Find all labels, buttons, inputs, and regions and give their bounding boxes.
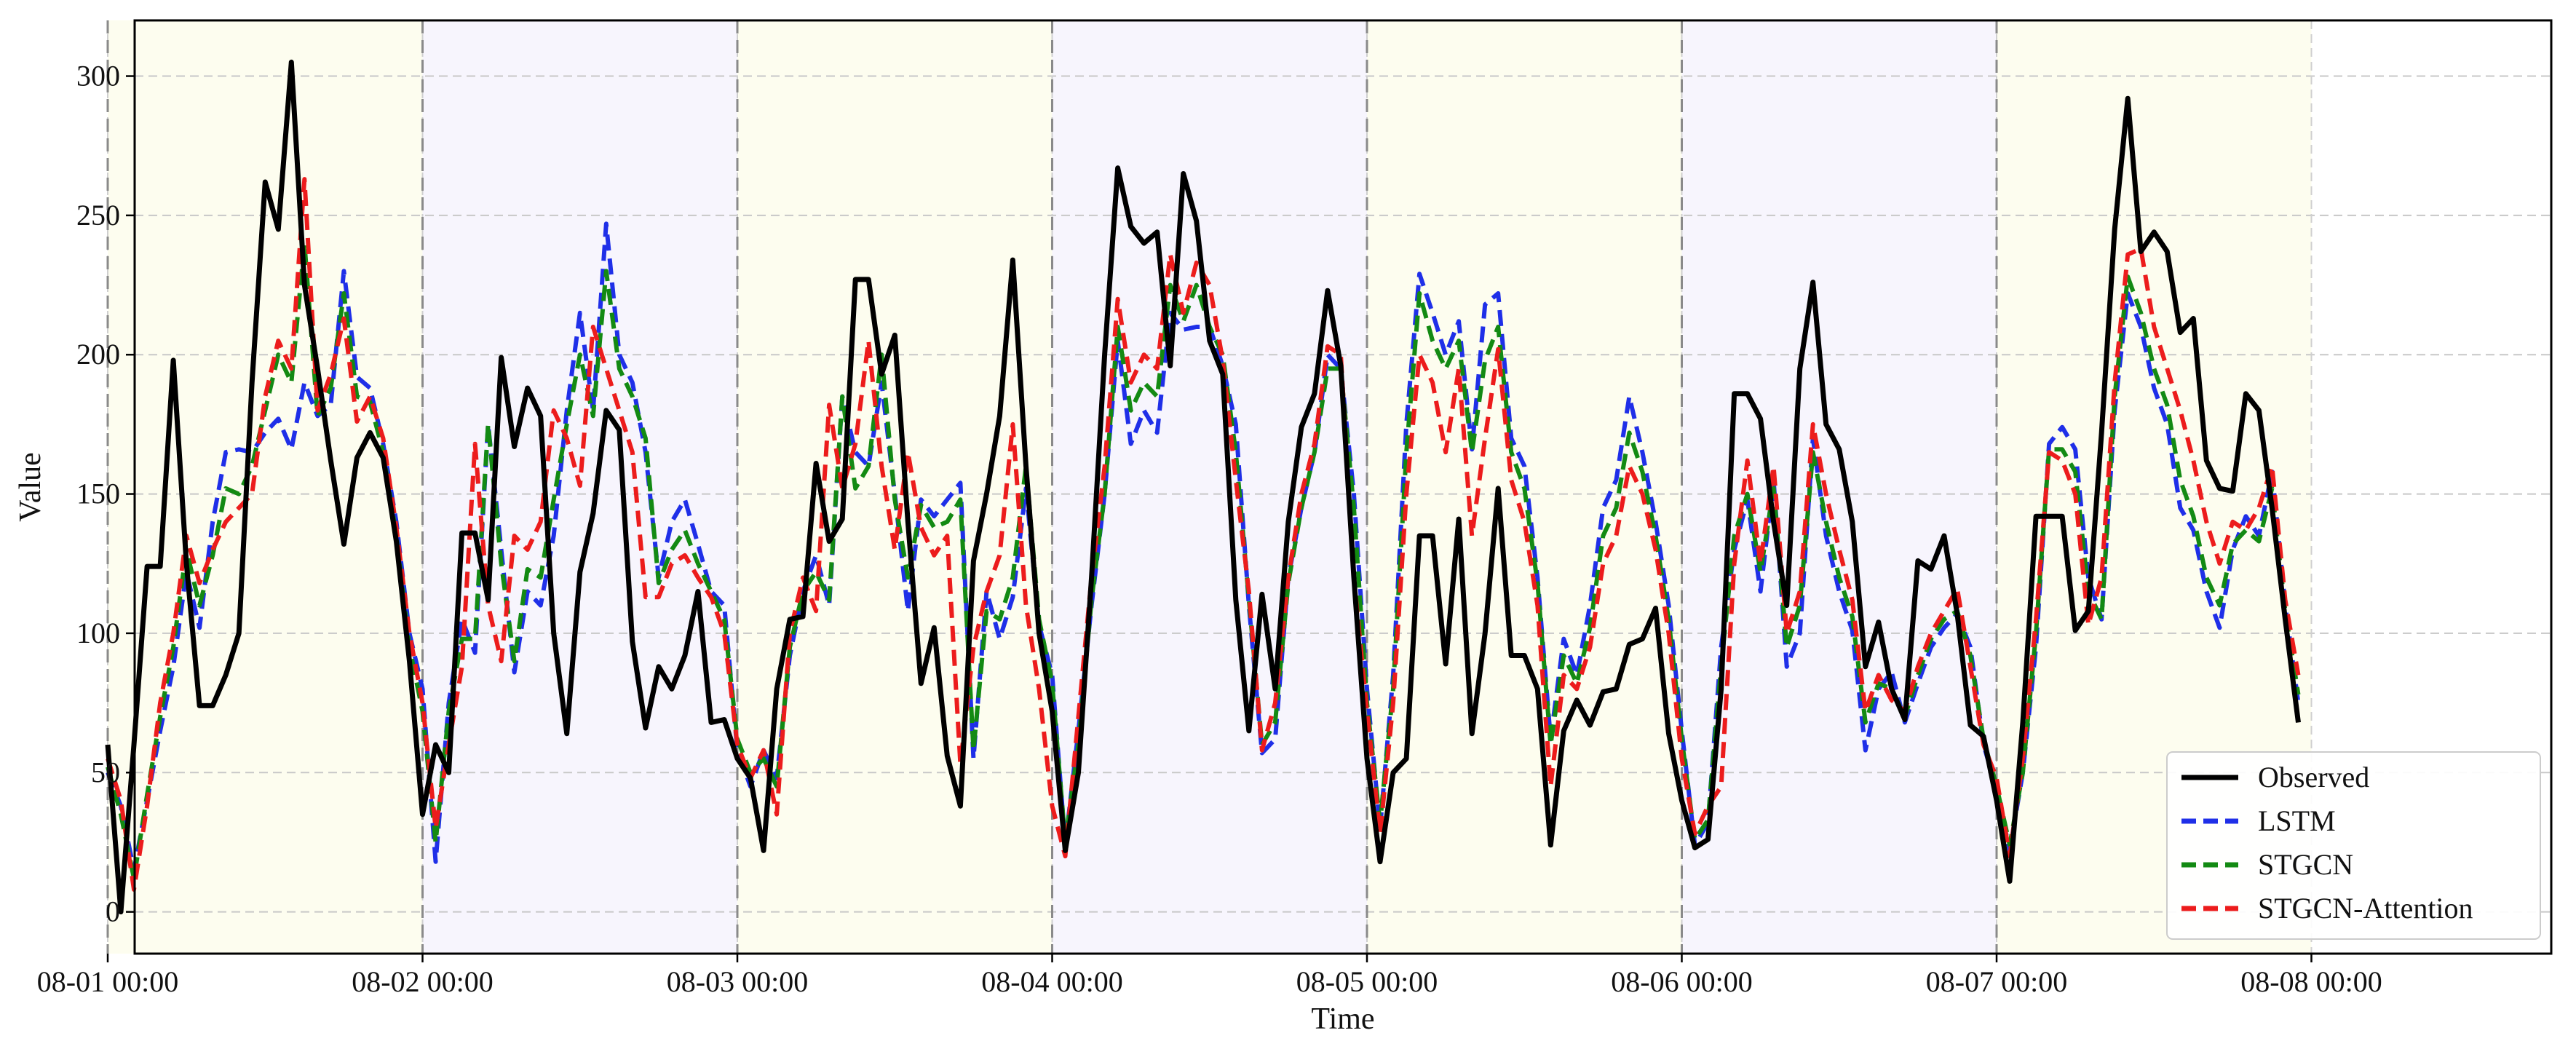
series-line-observed	[105, 59, 2301, 915]
x-tick-label: 08-06 00:00	[1611, 965, 1752, 998]
legend-label: STGCN-Attention	[2258, 892, 2473, 925]
day-band-1	[108, 20, 423, 954]
day-band-6	[1681, 20, 1997, 954]
x-tick-label: 08-01 00:00	[37, 965, 178, 998]
y-axis-ticks: 0 50 100 150 200 250 300	[76, 60, 135, 928]
legend-label: Observed	[2258, 761, 2369, 793]
y-tick-label: 300	[76, 60, 120, 92]
series-lines	[105, 59, 2301, 915]
plot-frame	[133, 19, 2553, 955]
legend-label: STGCN	[2258, 848, 2353, 881]
x-axis-title: Time	[1311, 1002, 1374, 1036]
y-axis-title: Value	[14, 452, 47, 522]
day-band-3	[737, 20, 1053, 954]
series-line-stgcn	[106, 241, 2301, 881]
x-tick-label: 08-03 00:00	[667, 965, 808, 998]
x-tick-label: 08-02 00:00	[352, 965, 493, 998]
y-tick-label: 100	[76, 617, 120, 649]
y-tick-label: 200	[76, 338, 120, 371]
x-tick-label: 08-07 00:00	[1926, 965, 2067, 998]
y-tick-label: 150	[76, 478, 120, 510]
x-axis-ticks: 08-01 00:00 08-02 00:00 08-03 00:00 08-04 0…	[37, 954, 2382, 998]
x-tick-label: 08-08 00:00	[2240, 965, 2382, 998]
series-line-lstm	[106, 221, 2301, 873]
legend-box	[2166, 751, 2541, 940]
y-tick-label: 0	[106, 895, 120, 928]
y-tick-label: 250	[76, 199, 120, 231]
legend: Observed LSTM STGCN STGCN-Attention	[2166, 751, 2541, 940]
x-tick-label: 08-05 00:00	[1296, 965, 1438, 998]
horizontal-gridlines	[135, 75, 2551, 913]
x-tick-label: 08-04 00:00	[981, 965, 1122, 998]
y-tick-label: 50	[91, 756, 120, 788]
legend-label: LSTM	[2258, 804, 2336, 837]
